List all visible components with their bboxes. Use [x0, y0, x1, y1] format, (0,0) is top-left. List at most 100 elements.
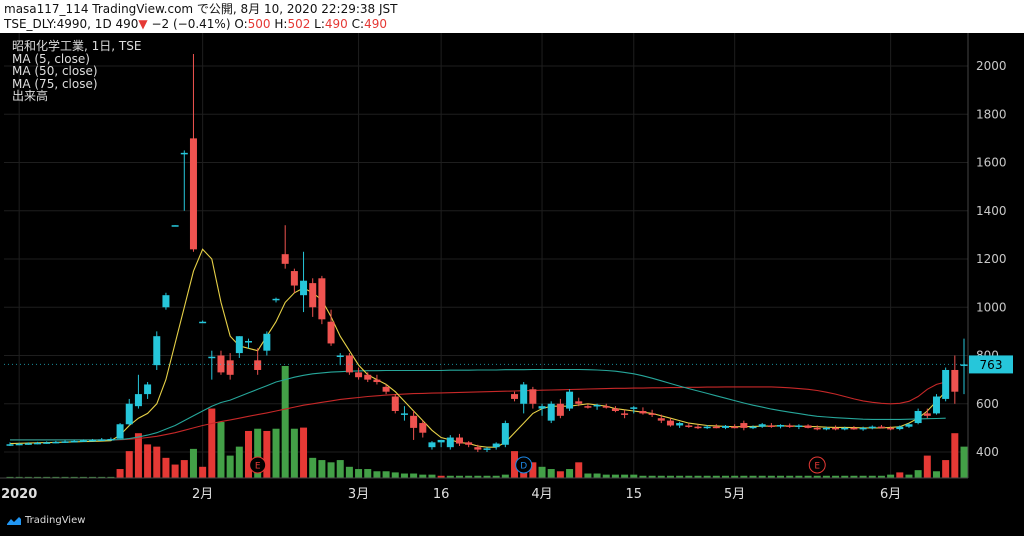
volume-bar: [382, 471, 390, 478]
volume-bar: [685, 475, 693, 478]
candle-body: [740, 423, 748, 428]
volume-bar: [593, 473, 601, 478]
volume-bar: [529, 462, 537, 478]
symbol: TSE_DLY:4990, 1D 490: [4, 17, 139, 31]
candle-body: [712, 426, 720, 429]
volume-bar: [492, 475, 500, 478]
candle-body: [703, 426, 711, 429]
volume-bar: [6, 476, 14, 478]
open-label: O:: [234, 17, 248, 31]
x-tick-label: 16: [433, 487, 450, 502]
tradingview-logo[interactable]: TradingView: [6, 515, 85, 526]
candle-body: [896, 426, 904, 430]
candle-body: [355, 372, 363, 378]
candle-body: [639, 410, 647, 414]
candle-body: [474, 447, 482, 450]
ohlc-line: TSE_DLY:4990, 1D 490▼ −2 (−0.41%) O:500 …: [4, 17, 387, 32]
y-tick-label: 1200: [976, 252, 1007, 266]
volume-bar: [722, 475, 729, 478]
volume-bar: [162, 457, 170, 478]
candle-body: [749, 426, 757, 429]
candle-body: [125, 403, 133, 425]
candle-body: [373, 379, 381, 383]
ma50-line: [10, 368, 946, 441]
candle-body: [180, 152, 188, 155]
footer: [0, 508, 1024, 536]
volume-bar: [89, 476, 97, 478]
x-tick-label: 5月: [724, 487, 745, 502]
volume-bar: [437, 475, 445, 478]
volume-bar: [648, 475, 656, 478]
candle-body: [676, 423, 684, 426]
candle-body: [575, 401, 583, 404]
candle-body: [199, 321, 207, 324]
volume-bar: [34, 476, 42, 478]
volume-bar: [125, 451, 133, 478]
candle-body: [868, 426, 876, 429]
candle-body: [107, 438, 115, 441]
candle-body: [245, 341, 252, 343]
x-axis: 2020 2月 3月 16 4月 15 5月 6月: [0, 477, 968, 502]
volume-bar: [15, 476, 23, 478]
low-value: 490: [324, 17, 348, 31]
volume-bar: [538, 466, 546, 478]
legend-title: 昭和化学工業, 1日, TSE: [12, 39, 142, 53]
candle-body: [52, 441, 60, 444]
candle-body: [566, 391, 574, 409]
volume-bar: [767, 475, 775, 478]
legend-ma75: MA (75, close): [12, 76, 98, 91]
candle-body: [153, 336, 161, 366]
volume-bar: [373, 471, 381, 478]
candle-body: [345, 355, 353, 373]
y-tick-label: 1400: [976, 204, 1007, 218]
ma75-line: [10, 381, 946, 441]
x-tick-label: 2月: [192, 487, 213, 502]
price-chart[interactable]: EDE 400600800100012001400160018002000 20…: [0, 33, 1024, 508]
volume-bar: [740, 475, 748, 478]
chart-legend: 昭和化学工業, 1日, TSE MA (5, close) MA (50, cl…: [12, 40, 141, 103]
volume-bar: [134, 433, 142, 478]
volume-bar: [345, 466, 353, 478]
candle-body: [24, 443, 32, 445]
event-marker-circle: [249, 456, 267, 474]
volume-bar: [630, 474, 638, 478]
candle-body: [263, 333, 271, 351]
volume-bar: [281, 366, 289, 478]
last-price-label: 763: [4, 355, 1013, 374]
down-arrow-icon: ▼: [138, 17, 148, 31]
candle-body: [70, 440, 78, 443]
candle-body: [446, 437, 454, 448]
volume-bar: [290, 428, 298, 478]
candle-body: [272, 298, 280, 301]
volume-bar: [639, 475, 647, 478]
candle-body: [281, 254, 289, 264]
candle-body: [795, 425, 803, 427]
tradingview-brand: TradingView: [25, 515, 86, 526]
candle-body: [786, 425, 794, 427]
candle-body: [189, 138, 197, 250]
volume-bar: [868, 475, 876, 478]
candle-body: [722, 425, 729, 428]
volume-bar: [932, 471, 940, 478]
candle-body: [621, 413, 629, 415]
volume-bar: [850, 475, 858, 478]
legend-ma50: MA (50, close): [12, 64, 98, 78]
candle-body: [731, 426, 739, 429]
volume-bar: [511, 451, 519, 478]
volume-bar: [712, 475, 720, 478]
high-value: 502: [287, 17, 311, 31]
volume-bar: [336, 460, 344, 478]
volume-bar: [263, 430, 271, 478]
candle-body: [15, 443, 23, 446]
candles: [6, 53, 968, 452]
candle-body: [822, 427, 830, 430]
candle-body: [630, 407, 638, 409]
candle-body: [116, 424, 124, 439]
volume-bar: [896, 472, 904, 478]
y-tick-label: 600: [976, 397, 999, 411]
candle-body: [134, 394, 142, 407]
volume-bar: [364, 469, 372, 478]
volume-bar: [923, 455, 931, 478]
candle-body: [777, 424, 785, 427]
tradingview-icon: [7, 516, 21, 525]
